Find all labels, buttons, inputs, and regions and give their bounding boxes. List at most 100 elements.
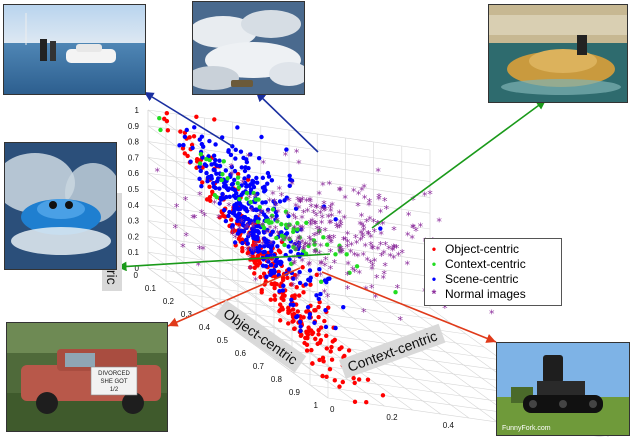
data-point-normal: * bbox=[354, 238, 360, 251]
data-point-context bbox=[297, 235, 303, 240]
data-point-scene bbox=[204, 170, 209, 176]
data-point-object bbox=[191, 134, 197, 139]
data-point-normal: * bbox=[305, 206, 311, 219]
data-point-normal: * bbox=[381, 273, 387, 286]
data-point-normal: * bbox=[392, 242, 398, 255]
data-point-normal: * bbox=[381, 247, 387, 260]
data-point-scene bbox=[200, 144, 206, 149]
data-point-normal: * bbox=[413, 225, 419, 238]
data-point-normal: * bbox=[270, 253, 276, 266]
data-point-normal: * bbox=[327, 232, 333, 245]
x-tick-label: 0.3 bbox=[181, 310, 193, 319]
data-point-normal: * bbox=[352, 266, 358, 279]
data-point-scene bbox=[303, 282, 308, 287]
data-point-scene bbox=[242, 180, 248, 186]
data-point-normal: * bbox=[230, 224, 236, 237]
data-point-scene bbox=[190, 145, 195, 151]
data-point-object bbox=[339, 345, 344, 350]
data-point-scene bbox=[227, 209, 232, 215]
data-point-scene bbox=[248, 190, 253, 196]
data-point-scene bbox=[213, 157, 218, 163]
data-point-normal: * bbox=[275, 228, 281, 241]
data-point-scene bbox=[274, 213, 279, 219]
data-point-normal: * bbox=[300, 223, 306, 236]
data-point-object bbox=[185, 153, 190, 159]
data-point-scene bbox=[265, 227, 270, 233]
data-point-scene bbox=[232, 240, 238, 245]
data-point-normal: * bbox=[279, 190, 285, 203]
data-point-normal: * bbox=[337, 222, 343, 235]
data-point-normal: * bbox=[321, 205, 327, 218]
arrow-line bbox=[116, 253, 331, 272]
data-point-scene bbox=[199, 183, 204, 189]
data-point-object bbox=[277, 318, 283, 323]
data-point-normal: * bbox=[327, 218, 333, 231]
data-point-object bbox=[162, 116, 167, 122]
data-point-normal: * bbox=[384, 203, 390, 216]
data-point-scene bbox=[192, 125, 197, 130]
data-point-normal: * bbox=[272, 196, 278, 209]
data-point-scene bbox=[286, 213, 291, 219]
sign-line-1: DIVORCED bbox=[98, 371, 130, 377]
data-point-object bbox=[310, 330, 316, 335]
data-point-scene bbox=[296, 240, 302, 246]
data-point-scene bbox=[255, 237, 260, 242]
data-point-normal: * bbox=[427, 188, 433, 201]
data-point-context bbox=[317, 228, 322, 234]
data-point-normal: * bbox=[338, 216, 344, 229]
data-point-context bbox=[295, 220, 300, 226]
data-point-normal: * bbox=[370, 243, 376, 256]
data-point-scene bbox=[248, 187, 254, 192]
data-point-scene bbox=[247, 231, 253, 236]
data-point-normal: * bbox=[418, 221, 424, 234]
data-point-context bbox=[279, 233, 285, 238]
data-point-scene bbox=[242, 168, 248, 174]
data-point-normal: * bbox=[294, 237, 300, 250]
data-point-context bbox=[157, 115, 162, 121]
data-point-normal: * bbox=[275, 206, 281, 219]
data-point-scene bbox=[269, 249, 274, 254]
data-point-normal: * bbox=[192, 212, 198, 225]
data-point-context bbox=[347, 270, 352, 276]
data-point-object bbox=[317, 340, 323, 345]
data-point-scene bbox=[243, 237, 249, 243]
legend-item-object: • Object-centric bbox=[429, 242, 557, 257]
data-point-normal: * bbox=[350, 264, 356, 277]
data-point-normal: * bbox=[358, 227, 364, 240]
data-point-context bbox=[295, 227, 300, 232]
data-point-object bbox=[277, 308, 282, 314]
data-point-scene bbox=[276, 259, 282, 265]
photo-speedboat-car bbox=[5, 143, 116, 269]
data-point-scene bbox=[256, 156, 262, 161]
data-point-object bbox=[207, 184, 212, 190]
data-point-normal: * bbox=[199, 207, 205, 220]
data-point-normal: * bbox=[251, 245, 257, 258]
data-point-normal: * bbox=[382, 260, 388, 273]
data-point-context bbox=[253, 197, 258, 202]
data-point-normal: * bbox=[237, 223, 243, 236]
data-point-normal: * bbox=[325, 291, 331, 304]
data-point-scene bbox=[289, 178, 295, 183]
data-point-object bbox=[274, 282, 279, 287]
data-point-object bbox=[314, 272, 319, 277]
data-point-normal: * bbox=[422, 189, 428, 202]
data-point-object bbox=[324, 346, 330, 351]
data-point-normal: * bbox=[197, 243, 203, 256]
data-point-normal: * bbox=[301, 243, 307, 256]
data-point-normal: * bbox=[360, 229, 366, 242]
data-point-normal: * bbox=[375, 244, 381, 257]
data-point-scene bbox=[247, 183, 252, 189]
data-point-normal: * bbox=[342, 234, 348, 247]
data-point-scene bbox=[314, 293, 319, 298]
data-point-scene bbox=[234, 205, 240, 210]
data-point-object bbox=[327, 366, 333, 372]
data-point-scene bbox=[272, 269, 277, 274]
data-point-scene bbox=[268, 241, 274, 247]
data-point-normal: * bbox=[406, 210, 412, 223]
data-point-context bbox=[344, 252, 349, 257]
data-point-normal: * bbox=[387, 250, 393, 263]
data-point-scene bbox=[297, 319, 303, 325]
data-point-object bbox=[316, 332, 321, 337]
data-point-normal: * bbox=[285, 209, 291, 222]
grid-line bbox=[147, 141, 431, 182]
